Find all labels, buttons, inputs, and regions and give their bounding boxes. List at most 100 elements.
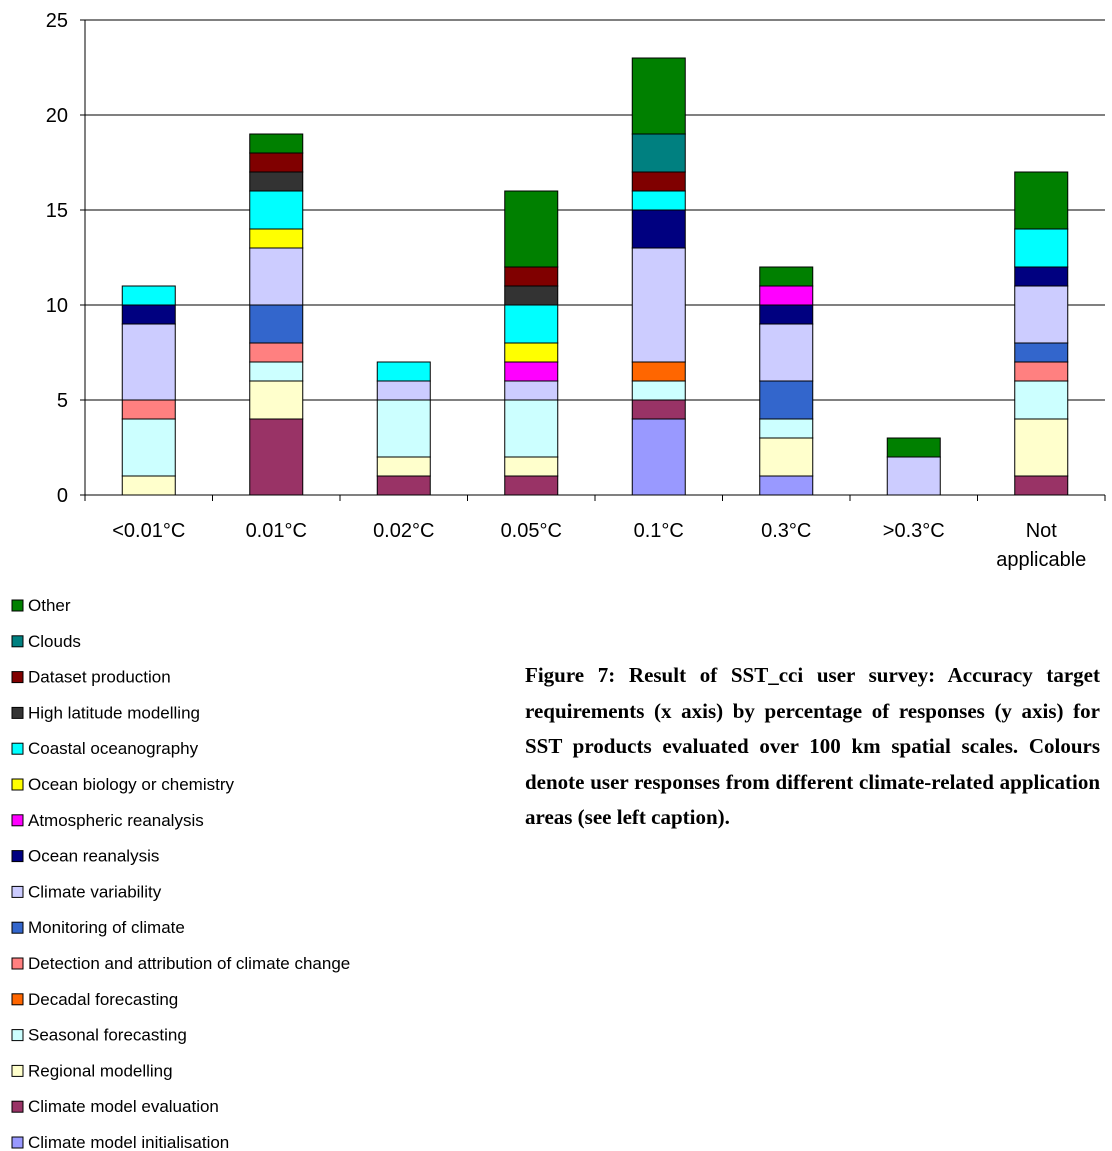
- x-tick-label-line: <0.01°C: [112, 520, 185, 542]
- bar-segment: [759, 285, 814, 306]
- legend-label: Other: [28, 596, 71, 615]
- bar-segment: [886, 456, 941, 496]
- legend-label: Detection and attribution of climate cha…: [28, 954, 350, 973]
- bar-segment: [121, 323, 176, 401]
- bar-segment: [631, 209, 686, 249]
- bar-segment: [121, 399, 176, 420]
- legend-swatch: [11, 671, 24, 684]
- legend-swatch: [11, 1029, 24, 1042]
- y-tick-label: 5: [57, 390, 68, 412]
- bar-segment: [631, 399, 686, 420]
- bar-segment: [249, 247, 304, 306]
- bar-segment: [504, 304, 559, 344]
- legend-swatch: [11, 635, 24, 648]
- legend-swatch: [11, 921, 24, 934]
- x-tick-label-line: 0.01°C: [246, 520, 307, 542]
- legend-label: Climate variability: [28, 882, 162, 901]
- y-tick-label: 10: [46, 295, 68, 317]
- bar-segment: [759, 437, 814, 477]
- x-tick-label-line: applicable: [996, 549, 1086, 571]
- legend-label: Seasonal forecasting: [28, 1026, 187, 1045]
- legend-label: Climate model initialisation: [28, 1133, 229, 1151]
- bar-segment: [504, 399, 559, 458]
- legend-swatch: [11, 742, 24, 755]
- bar-segment: [504, 456, 559, 477]
- bar-segment: [249, 228, 304, 249]
- bar-segment: [504, 361, 559, 382]
- bar-segment: [249, 361, 304, 382]
- legend-swatch: [11, 1136, 24, 1149]
- bar-segment: [1014, 380, 1069, 420]
- legend-label: Decadal forecasting: [28, 990, 178, 1009]
- bar-segment: [1014, 228, 1069, 268]
- x-tick-label: >0.3°C: [883, 520, 945, 542]
- figure-caption: Figure 7: Result of SST_cci user survey:…: [525, 663, 1100, 829]
- x-tick-label-line: 0.02°C: [373, 520, 434, 542]
- bar-segment: [631, 418, 686, 496]
- bar-segment: [249, 171, 304, 192]
- bar-segment: [121, 418, 176, 477]
- bar-segment: [504, 342, 559, 363]
- legend-label: Coastal oceanography: [28, 739, 199, 758]
- legend-label: Dataset production: [28, 668, 171, 687]
- bar-segment: [631, 57, 686, 135]
- bar-segment: [759, 266, 814, 287]
- x-tick-label-line: 0.1°C: [634, 520, 684, 542]
- bar-segment: [759, 418, 814, 439]
- bar-segment: [759, 304, 814, 325]
- bar-segment: [631, 133, 686, 173]
- legend-label: Clouds: [28, 632, 81, 651]
- bar-segment: [759, 475, 814, 496]
- bar-segment: [1014, 475, 1069, 496]
- legend-swatch: [11, 814, 24, 827]
- bar-segment: [759, 323, 814, 382]
- bar-segment: [1014, 285, 1069, 344]
- bar-segment: [1014, 361, 1069, 382]
- bar-segment: [376, 456, 431, 477]
- bar-segment: [631, 361, 686, 382]
- bar-segment: [376, 361, 431, 382]
- legend-label: Climate model evaluation: [28, 1097, 219, 1116]
- legend-swatch: [11, 1100, 24, 1113]
- x-tick-label-line: Not: [1026, 520, 1058, 542]
- x-tick-label-line: 0.3°C: [761, 520, 811, 542]
- bar-segment: [504, 266, 559, 287]
- y-tick-label: 0: [57, 485, 68, 507]
- legend-label: Regional modelling: [28, 1061, 173, 1080]
- bar-segment: [376, 399, 431, 458]
- legend-swatch: [11, 706, 24, 719]
- bar-segment: [631, 380, 686, 401]
- bar-segment: [376, 380, 431, 401]
- legend-swatch: [11, 993, 24, 1006]
- legend-swatch: [11, 957, 24, 970]
- bar-segment: [249, 380, 304, 420]
- bar-segment: [249, 152, 304, 173]
- bar-segment: [376, 475, 431, 496]
- bar-segment: [504, 380, 559, 401]
- bar-segment: [121, 304, 176, 325]
- bar-segment: [249, 133, 304, 154]
- x-tick-label-line: 0.05°C: [501, 520, 562, 542]
- legend-label: Ocean reanalysis: [28, 847, 159, 866]
- bar-segment: [249, 190, 304, 230]
- legend-swatch: [11, 778, 24, 791]
- bar-segment: [1014, 342, 1069, 363]
- bar-segment: [249, 342, 304, 363]
- bar-segment: [121, 285, 176, 306]
- y-tick-label: 25: [46, 10, 68, 32]
- bar-segment: [886, 437, 941, 458]
- bar-segment: [504, 475, 559, 496]
- legend-swatch: [11, 885, 24, 898]
- y-tick-label: 15: [46, 200, 68, 222]
- x-tick-label: <0.01°C: [112, 520, 185, 542]
- bar-segment: [631, 171, 686, 192]
- legend-swatch: [11, 850, 24, 863]
- bar-segment: [631, 190, 686, 211]
- bar-segment: [1014, 418, 1069, 477]
- legend-label: Atmospheric reanalysis: [28, 811, 204, 830]
- legend-swatch: [11, 1064, 24, 1077]
- bar-segment: [1014, 266, 1069, 287]
- bar-segment: [759, 380, 814, 420]
